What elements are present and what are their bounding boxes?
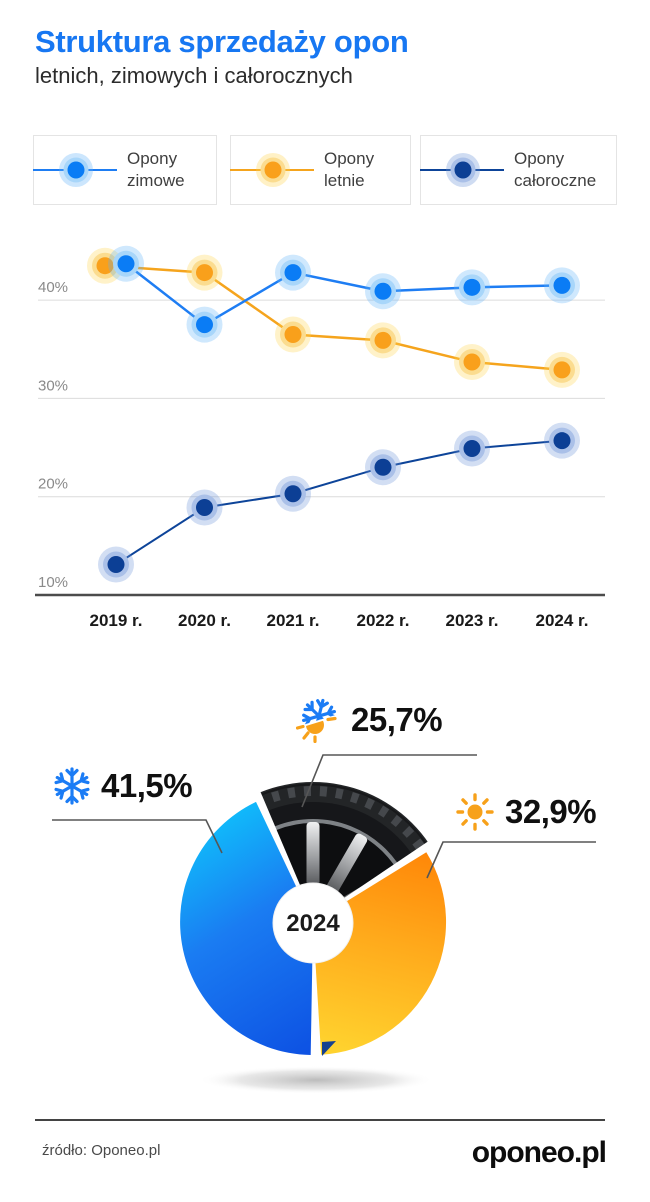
page-title: Struktura sprzedaży opon [35,24,409,59]
summer-series-marker-icon [230,153,314,187]
footer-divider [35,1119,605,1121]
pie-center-year: 2024 [286,910,340,937]
allseason-share-value: 25,7% [351,701,443,738]
callout-line-allseason [301,754,477,808]
legend-label: Opony letnie [324,148,375,190]
summer-share-value: 32,9% [505,793,597,830]
allseason-bottom-notch [322,1041,336,1056]
svg-text:2021 r.: 2021 r. [267,611,320,630]
pie-chart: 2024 [52,754,596,1094]
winter-share-value: 41,5% [101,767,193,804]
legend-label: Opony całoroczne [514,148,597,190]
winter-series-marker-icon [33,153,117,187]
summer-share-label: 32,9% [454,791,597,833]
svg-text:2020 r.: 2020 r. [178,611,231,630]
line-chart: 40% 30% 20% 10% 2019 r. 2020 r. 2021 r. 2022 r.… [35,245,605,630]
snowflake-sun-icon [296,698,337,743]
svg-text:2023 r.: 2023 r. [446,611,499,630]
source-text: źródło: Oponeo.pl [42,1142,161,1159]
allseason-share-label: 25,7% [296,697,443,743]
svg-text:20%: 20% [38,476,68,493]
snowflake-icon [54,767,90,805]
pie-center [272,882,354,964]
legend-item-opony-caloroczne: Opony całoroczne [420,135,617,205]
svg-text:30%: 30% [38,377,68,394]
svg-text:2019 r.: 2019 r. [90,611,143,630]
pie-shadow [198,1066,434,1094]
svg-text:10%: 10% [38,574,68,591]
allseason-series-marker-icon [420,153,504,187]
callout-line-winter [52,819,223,854]
page-subtitle: letnich, zimowych i całorocznych [35,63,353,88]
legend-item-opony-zimowe: Opony zimowe [33,135,217,205]
oponeo-logo: oponeo.pl [471,1136,607,1169]
callout-line-summer [426,841,596,879]
legend-item-opony-letnie: Opony letnie [230,135,411,205]
svg-text:40%: 40% [38,279,68,296]
sun-icon [456,793,494,831]
svg-text:2024 r.: 2024 r. [536,611,589,630]
legend-label: Opony zimowe [127,148,185,190]
winter-share-label: 41,5% [52,766,193,806]
svg-text:2022 r.: 2022 r. [357,611,410,630]
